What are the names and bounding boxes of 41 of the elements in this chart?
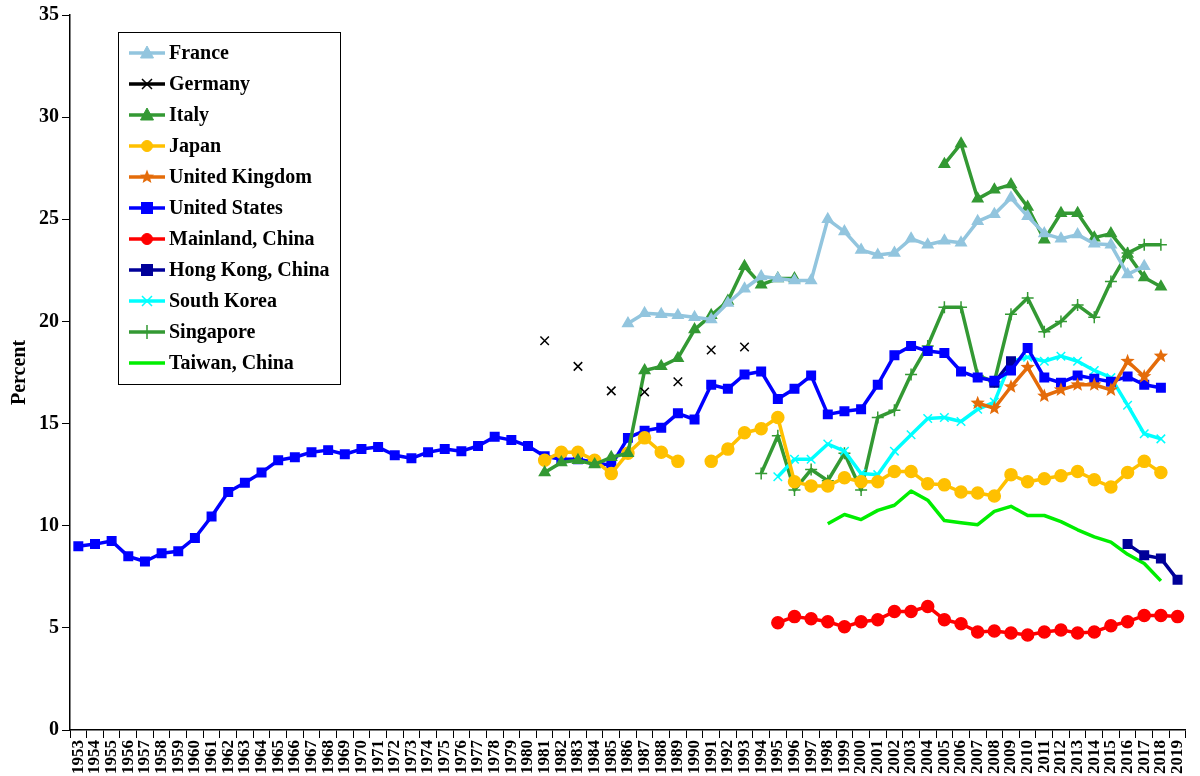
x-tick-label: 2009 [1000,740,1020,774]
x-tick-label: 1965 [267,740,287,774]
x-tick-label: 1977 [467,739,487,774]
x-tick-label: 1968 [317,740,337,774]
x-tick-label: 2003 [900,740,920,774]
x-tick-label: 2012 [1050,740,1070,774]
y-tick-label: 5 [49,615,59,638]
x-tick-label: 1962 [217,740,237,774]
legend-label: Italy [169,103,209,126]
x-tick-label: 2017 [1133,739,1153,774]
legend-label: Germany [169,72,251,95]
x-tick-label: 1994 [750,739,770,774]
x-tick-label: 2006 [950,740,970,774]
legend-label: Taiwan, China [169,351,294,374]
y-axis-title: Percent [7,339,30,406]
y-tick-label: 25 [39,206,59,229]
y-tick-label: 35 [39,2,59,25]
legend-label: Mainland, China [169,227,315,250]
y-tick-label: 15 [39,410,59,433]
x-tick-label: 1997 [800,739,820,774]
legend-label: France [169,41,229,64]
x-tick-label: 2000 [850,740,870,774]
x-tick-label: 1991 [700,740,720,774]
y-tick-label: 0 [49,717,59,740]
legend-label: South Korea [169,289,277,312]
legend-label: Singapore [169,320,256,343]
legend-label: United Kingdom [169,165,312,188]
x-tick-label: 1983 [567,740,587,774]
y-tick-label: 20 [39,308,59,331]
x-tick-label: 1980 [517,740,537,774]
legend-label: Hong Kong, China [169,258,330,281]
x-tick-label: 1971 [367,740,387,774]
y-tick-label: 30 [39,104,59,127]
y-tick-label: 10 [39,512,59,535]
legend-label: United States [169,196,283,219]
x-tick-label: 1959 [167,740,187,774]
x-tick-label: 1954 [84,739,104,774]
x-tick-label: 1988 [650,740,670,774]
x-tick-label: 1953 [67,740,87,774]
x-tick-label: 1974 [417,739,437,774]
legend-label: Japan [169,134,222,157]
